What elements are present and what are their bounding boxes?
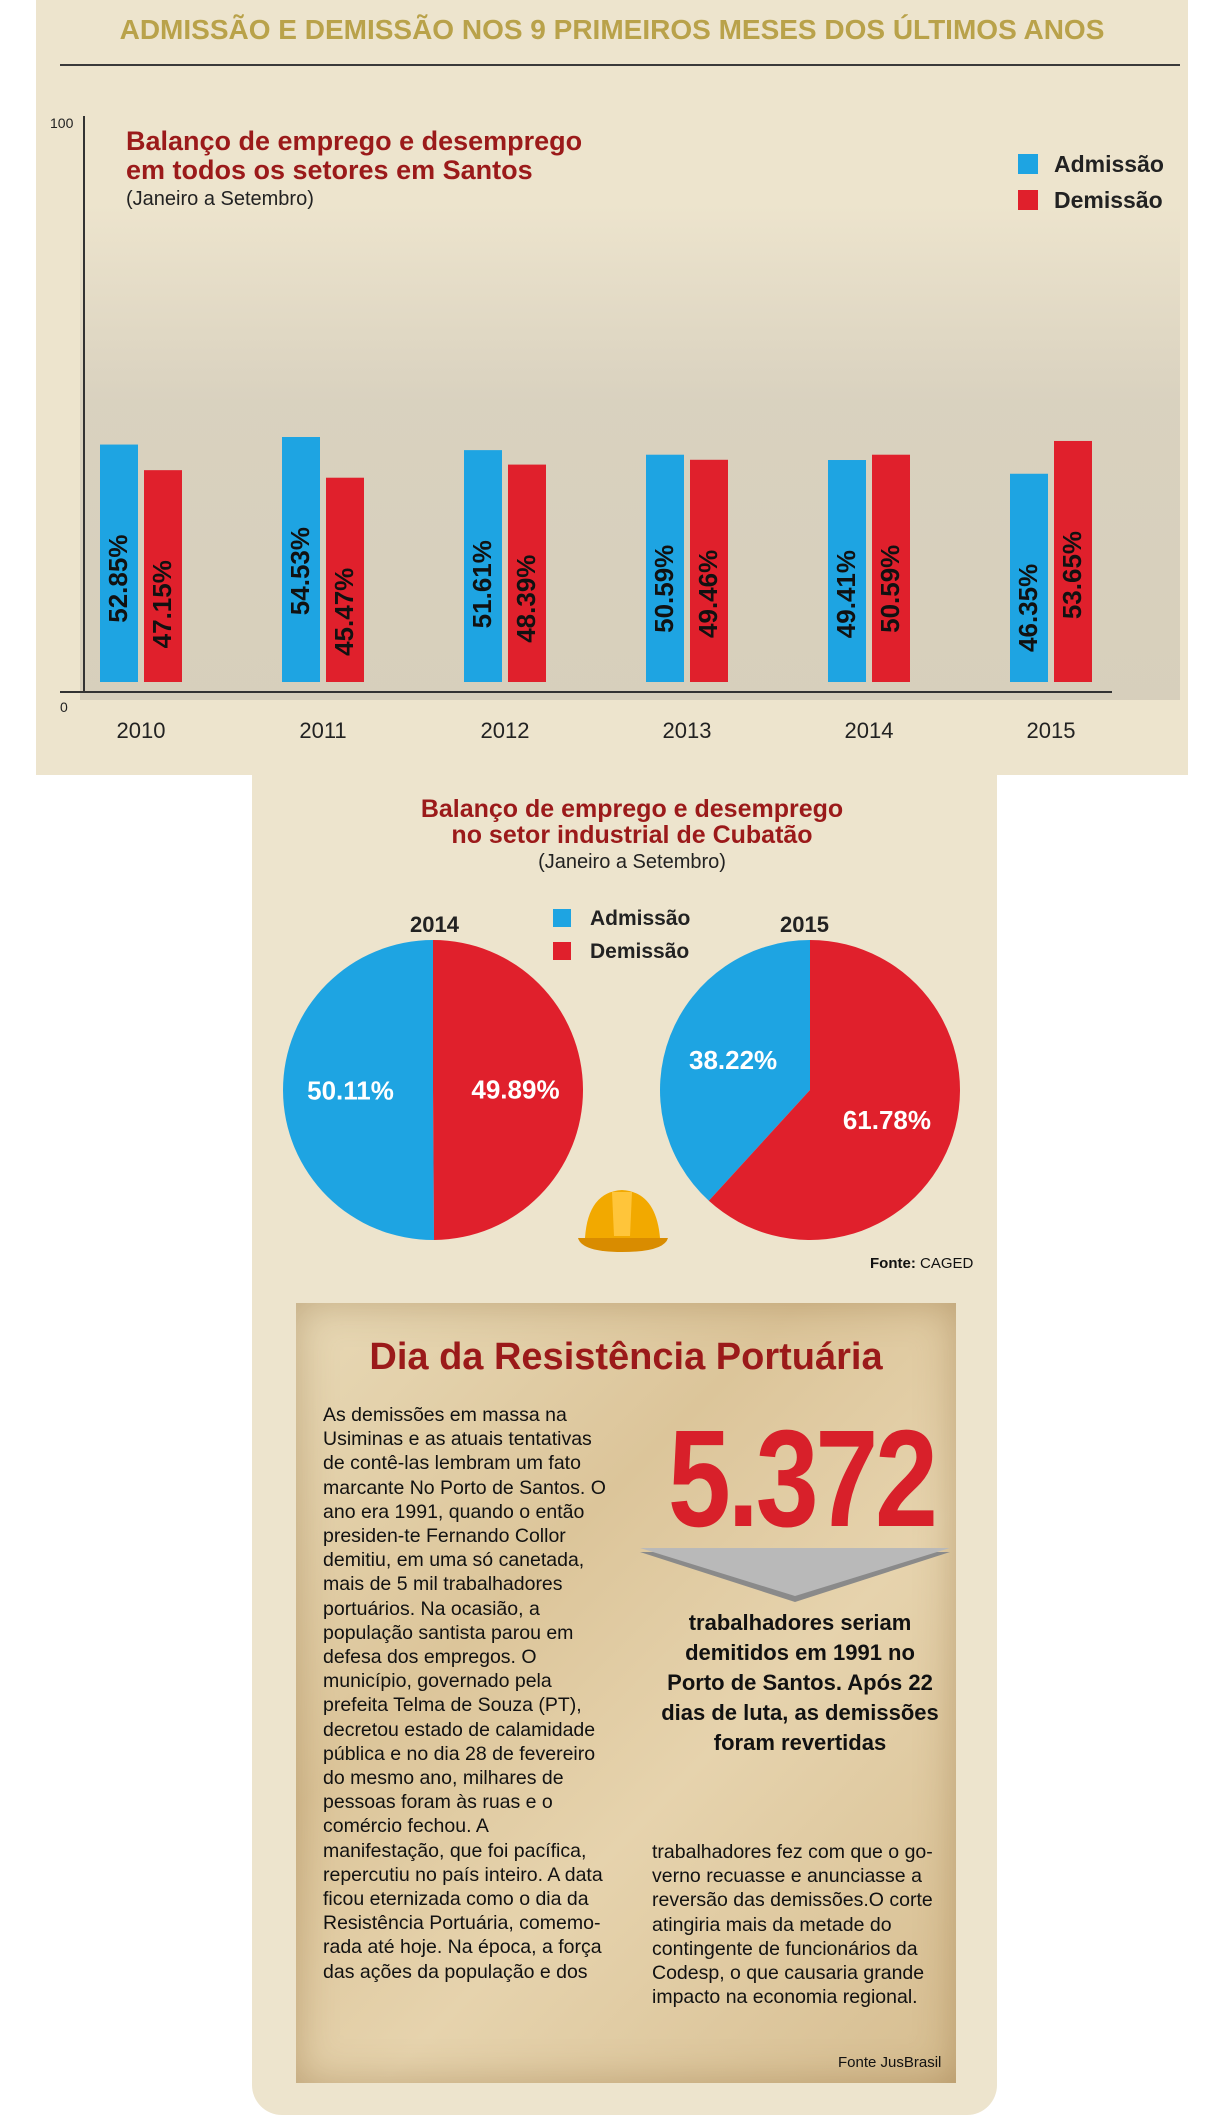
pie-label-2015: 2015 bbox=[780, 912, 829, 937]
bar-label-admissao-2014: 49.41% bbox=[831, 550, 861, 638]
y-tick-max: 100 bbox=[50, 115, 74, 131]
y-tick-min: 0 bbox=[60, 699, 68, 715]
bar-demissao-2014 bbox=[872, 454, 910, 682]
article-right-column: trabalhadores fez com que o go-verno rec… bbox=[652, 1841, 933, 2009]
bar-group: 52.85% 47.15% 2010 54.53% 45.47% 2011 51.61% 48… bbox=[100, 437, 1092, 743]
top-panel bbox=[36, 0, 1188, 775]
bar-admissao-2011 bbox=[282, 437, 320, 682]
legend-label-admissao: Admissão bbox=[1054, 151, 1164, 177]
pie-chart-title-line-1: Balanço de emprego e desemprego bbox=[421, 795, 843, 823]
bar-chart-title-line-1: Balanço de emprego e desemprego bbox=[126, 126, 582, 156]
bar-label-admissao-2010: 52.85% bbox=[103, 535, 133, 623]
legend-swatch-demissao bbox=[1018, 190, 1038, 210]
bar-admissao-2012 bbox=[464, 450, 502, 682]
pie-label-2014: 2014 bbox=[410, 912, 460, 937]
article-paper bbox=[296, 1303, 956, 2083]
bar-admissao-2015 bbox=[1010, 473, 1048, 682]
bar-label-admissao-2012: 51.61% bbox=[467, 540, 497, 628]
bar-label-admissao-2013: 50.59% bbox=[649, 545, 679, 633]
bar-label-demissao-2012: 48.39% bbox=[511, 555, 541, 643]
bar-admissao-2010 bbox=[100, 444, 138, 682]
bar-admissao-2013 bbox=[646, 454, 684, 682]
pie-label-admissao-2015: 38.22% bbox=[689, 1045, 777, 1075]
header-divider bbox=[60, 64, 1180, 66]
highlight-number: 5.372 bbox=[667, 1402, 938, 1556]
bar-demissao-2013 bbox=[690, 459, 728, 682]
x-tick-2012: 2012 bbox=[481, 718, 530, 743]
bar-demissao-2010 bbox=[144, 470, 182, 682]
bar-label-demissao-2011: 45.47% bbox=[329, 568, 359, 656]
bar-admissao-2014 bbox=[828, 460, 866, 682]
pie-chart: Balanço de emprego e desemprego no setor… bbox=[283, 795, 961, 1252]
hard-hat-icon bbox=[578, 1190, 668, 1252]
bar-chart: Balanço de emprego e desemprego em todos… bbox=[50, 115, 1164, 743]
article-left-column: As demissões em massa na Usiminas e as a… bbox=[323, 1404, 606, 1983]
pie-label-demissao-2014: 49.89% bbox=[471, 1075, 559, 1105]
chart-source: Fonte: CAGED bbox=[870, 1255, 973, 1272]
pie-legend-label-admissao: Admissão bbox=[590, 907, 690, 930]
pie-slice-demissao-2014 bbox=[433, 940, 584, 1240]
bar-label-demissao-2010: 47.15% bbox=[147, 560, 177, 648]
bar-demissao-2011 bbox=[326, 477, 364, 682]
background-photo bbox=[80, 205, 1180, 700]
bar-label-admissao-2015: 46.35% bbox=[1013, 564, 1043, 652]
charts-canvas: Balanço de emprego e desemprego em todos… bbox=[50, 115, 1164, 1252]
x-tick-2015: 2015 bbox=[1027, 718, 1076, 743]
pie-slice-admissao-2015 bbox=[660, 940, 810, 1201]
bar-label-admissao-2011: 54.53% bbox=[285, 527, 315, 615]
bar-label-demissao-2014: 50.59% bbox=[875, 545, 905, 633]
legend-swatch-admissao bbox=[1018, 154, 1038, 174]
bar-demissao-2015 bbox=[1054, 440, 1092, 682]
bar-demissao-2012 bbox=[508, 464, 546, 682]
chart-source-value: CAGED bbox=[920, 1255, 974, 1272]
bar-chart-subtitle: (Janeiro a Setembro) bbox=[126, 188, 314, 210]
bar-label-demissao-2013: 49.46% bbox=[693, 550, 723, 638]
bar-legend: Admissão Demissão bbox=[1018, 151, 1164, 213]
pie-chart-subtitle: (Janeiro a Setembro) bbox=[538, 851, 726, 873]
pie-legend-swatch-demissao bbox=[553, 942, 571, 960]
x-tick-2011: 2011 bbox=[299, 718, 346, 743]
x-tick-2010: 2010 bbox=[117, 718, 166, 743]
pie-legend-label-demissao: Demissão bbox=[590, 940, 689, 963]
legend-label-demissao: Demissão bbox=[1054, 187, 1163, 213]
page-title: ADMISSÃO E DEMISSÃO NOS 9 PRIMEIROS MESE… bbox=[119, 14, 1105, 45]
pie-label-admissao-2014: 50.11% bbox=[307, 1075, 394, 1105]
x-tick-2014: 2014 bbox=[845, 718, 894, 743]
article-title: Dia da Resistência Portuária bbox=[369, 1336, 883, 1378]
bar-label-demissao-2015: 53.65% bbox=[1057, 531, 1087, 619]
x-tick-2013: 2013 bbox=[663, 718, 712, 743]
bar-chart-title-line-2: em todos os setores em Santos bbox=[126, 155, 533, 185]
pie-label-demissao-2015: 61.78% bbox=[843, 1105, 931, 1135]
chart-source-label: Fonte: bbox=[870, 1255, 916, 1272]
pie-legend-swatch-admissao bbox=[553, 909, 571, 927]
pie-slice-admissao-2014 bbox=[283, 940, 435, 1240]
article-source: Fonte JusBrasil bbox=[838, 2054, 942, 2071]
highlight-caption: trabalhadores seriam demitidos em 1991 n… bbox=[661, 1610, 939, 1755]
pie-chart-title-line-2: no setor industrial de Cubatão bbox=[451, 821, 812, 849]
pie-group: 50.11% 49.89% 38.22% 61.78% bbox=[283, 940, 961, 1240]
pie-slice-demissao-2015 bbox=[708, 940, 961, 1240]
